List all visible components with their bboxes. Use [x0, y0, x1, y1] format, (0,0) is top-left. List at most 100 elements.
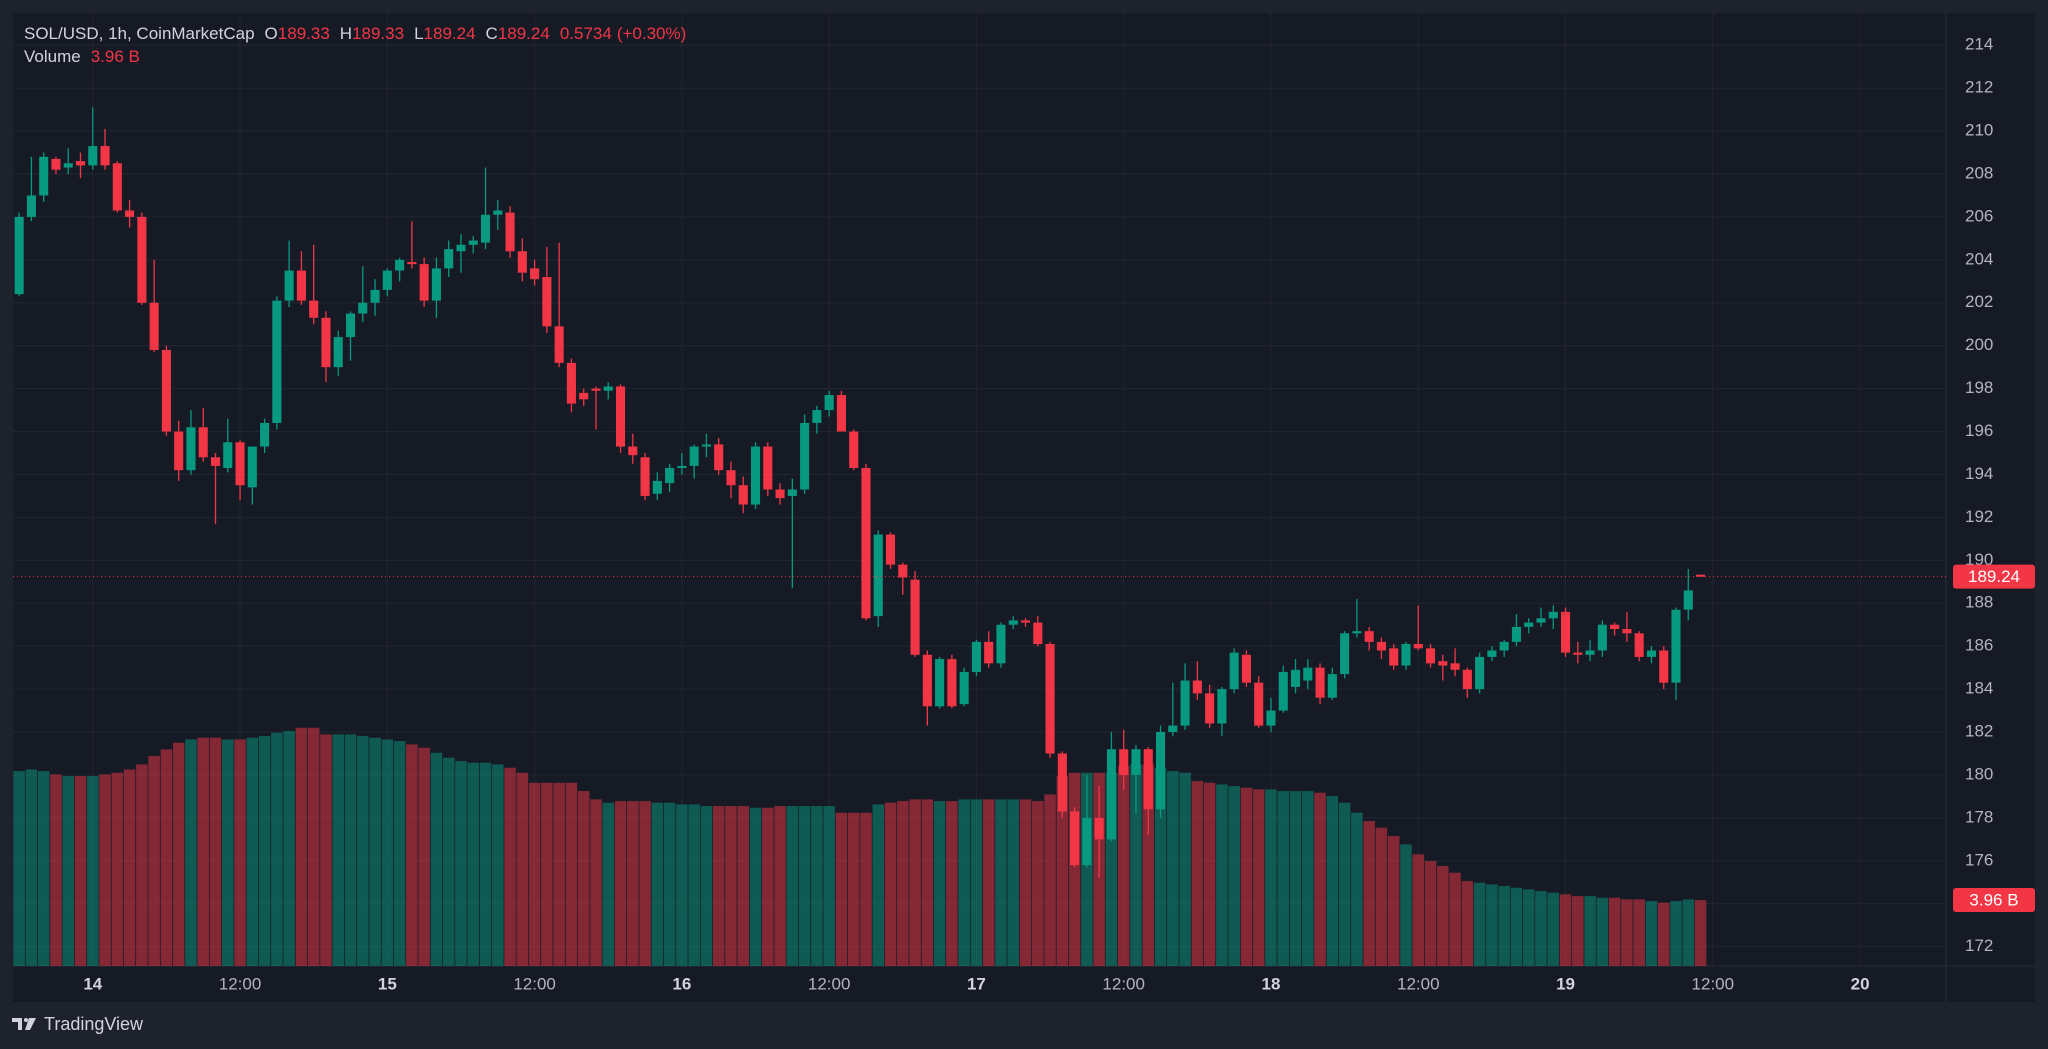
- candle-body: [39, 156, 49, 196]
- volume-bar: [393, 741, 406, 966]
- x-tick-label: 16: [672, 974, 691, 993]
- candle-body: [1511, 626, 1521, 642]
- volume-bar: [87, 776, 99, 966]
- x-tick-label: 12:00: [1397, 974, 1440, 993]
- volume-bar: [1412, 854, 1425, 966]
- volume-bar: [185, 739, 197, 966]
- footer-brand: TradingView: [44, 1014, 144, 1034]
- volume-bar: [553, 782, 565, 966]
- volume-bar: [74, 776, 87, 966]
- volume-bar: [688, 804, 700, 966]
- y-tick-label: 212: [1965, 78, 1993, 97]
- candle-body: [1229, 652, 1239, 690]
- candle-body: [824, 395, 834, 411]
- volume-bar: [1277, 791, 1290, 966]
- candle-body: [652, 480, 662, 494]
- candle-body: [112, 163, 122, 211]
- volume-bar: [1486, 884, 1498, 966]
- candle-body: [1597, 624, 1607, 651]
- candle-body: [63, 163, 73, 168]
- ohlc-label: O: [264, 24, 278, 43]
- ohlc-label: L: [414, 24, 424, 43]
- volume-bar: [737, 806, 750, 966]
- candle-body: [1646, 650, 1656, 657]
- candle-body: [738, 485, 748, 505]
- volume-value: 3.96 B: [90, 47, 140, 66]
- candle-body: [309, 300, 319, 318]
- volume-bar: [467, 762, 480, 966]
- volume-bar: [1510, 887, 1523, 966]
- x-tick-label: 15: [378, 974, 397, 993]
- y-tick-label: 186: [1965, 636, 1993, 655]
- y-tick-label: 196: [1965, 421, 1993, 440]
- x-tick-label: 12:00: [1102, 974, 1145, 993]
- volume-bar: [209, 737, 222, 966]
- volume-bar: [528, 782, 541, 966]
- candle-body: [272, 300, 282, 423]
- candle-body: [284, 270, 294, 301]
- ohlc-label: C: [485, 24, 498, 43]
- y-tick-label: 210: [1965, 121, 1993, 140]
- x-tick-label: 14: [83, 974, 102, 993]
- ohlc-label: H: [339, 24, 353, 43]
- volume-bar: [455, 761, 467, 966]
- volume-bar: [1117, 766, 1130, 966]
- candle-body: [51, 158, 61, 170]
- volume-bar: [1387, 836, 1400, 966]
- volume-bar: [614, 801, 627, 966]
- candle-body: [849, 431, 859, 469]
- candle-body: [1499, 641, 1509, 651]
- volume-bar: [811, 806, 823, 966]
- volume-bar: [651, 802, 664, 966]
- candle-body: [1389, 648, 1399, 666]
- candle-body: [1560, 611, 1571, 653]
- volume-bar: [1621, 899, 1633, 966]
- ohlc-value: 189.24: [423, 24, 476, 43]
- candle-body: [14, 216, 24, 295]
- volume-bar: [442, 757, 455, 966]
- candle-body: [910, 579, 920, 655]
- volume-bar: [1130, 764, 1142, 966]
- candle-body: [1548, 611, 1558, 619]
- volume-bar: [172, 742, 185, 966]
- candle-body: [922, 654, 932, 707]
- volume-bar: [639, 801, 651, 966]
- candle-body: [1475, 656, 1485, 690]
- candle-body: [210, 457, 221, 466]
- ohlc-value: 189.33: [277, 24, 330, 43]
- candle-body: [861, 468, 871, 619]
- candle-body: [1020, 620, 1031, 623]
- candle-body: [1340, 633, 1350, 675]
- candle-body: [1254, 682, 1264, 726]
- legend: SOL/USD, 1h, CoinMarketCap O 189.33 H 189.…: [24, 22, 686, 68]
- candle-body: [456, 244, 466, 252]
- volume-bar: [602, 802, 615, 966]
- volume-bar: [712, 806, 725, 966]
- x-tick-label: 18: [1262, 974, 1281, 993]
- candle-body: [505, 212, 515, 252]
- candle-body: [1376, 641, 1386, 651]
- volume-bar: [381, 739, 394, 966]
- x-tick-label: 12:00: [513, 974, 556, 993]
- volume-bar: [786, 806, 799, 966]
- candle-body: [358, 302, 368, 314]
- candle-body: [186, 427, 196, 471]
- y-tick-label: 172: [1965, 936, 1993, 955]
- volume-bar: [1559, 894, 1572, 966]
- candle-body: [100, 146, 110, 166]
- x-tick-label: 19: [1556, 974, 1575, 993]
- volume-bar: [1252, 789, 1265, 966]
- candle-body: [628, 446, 638, 456]
- y-tick-label: 214: [1965, 35, 1993, 54]
- candle-body: [1266, 710, 1276, 726]
- y-tick-label: 176: [1965, 850, 1993, 869]
- volume-bar: [357, 736, 369, 966]
- volume-bar: [50, 774, 62, 966]
- candle-body: [247, 446, 257, 488]
- candle-body: [1119, 749, 1129, 775]
- y-tick-label: 200: [1965, 335, 1993, 354]
- volume-bar: [37, 771, 50, 966]
- candle-body: [1683, 590, 1693, 610]
- candle-body: [1070, 811, 1080, 866]
